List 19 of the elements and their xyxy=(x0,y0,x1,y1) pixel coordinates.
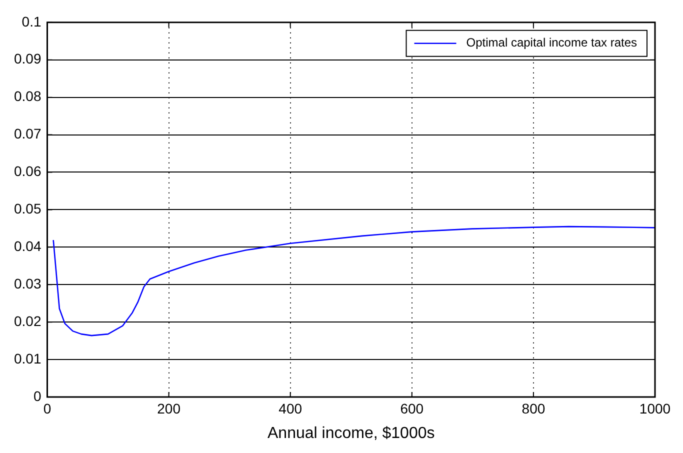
y-tick-label: 0.08 xyxy=(14,88,42,104)
y-tick-label: 0.04 xyxy=(14,238,42,254)
x-tick-label: 400 xyxy=(278,400,302,416)
x-axis-title: Annual income, $1000s xyxy=(268,424,435,442)
y-tick-label: 0.03 xyxy=(14,275,42,292)
y-tick-label: 0.06 xyxy=(14,163,42,180)
x-tick-label: 1000 xyxy=(639,400,671,416)
y-tick-label: 0.1 xyxy=(22,13,42,30)
y-tick-label: 0.05 xyxy=(14,200,42,217)
x-tick-label: 600 xyxy=(400,400,424,416)
x-tick-label: 800 xyxy=(522,400,546,416)
x-tick-label: 0 xyxy=(43,400,52,416)
y-tick-label: 0.07 xyxy=(14,126,42,142)
y-tick-label: 0.09 xyxy=(14,50,42,67)
legend-label: Optimal capital income tax rates xyxy=(466,36,638,50)
y-tick-label: 0.02 xyxy=(14,312,42,329)
y-tick-label: 0.01 xyxy=(14,350,42,366)
x-tick-label: 200 xyxy=(157,400,181,416)
y-tick-label: 0 xyxy=(33,388,42,404)
